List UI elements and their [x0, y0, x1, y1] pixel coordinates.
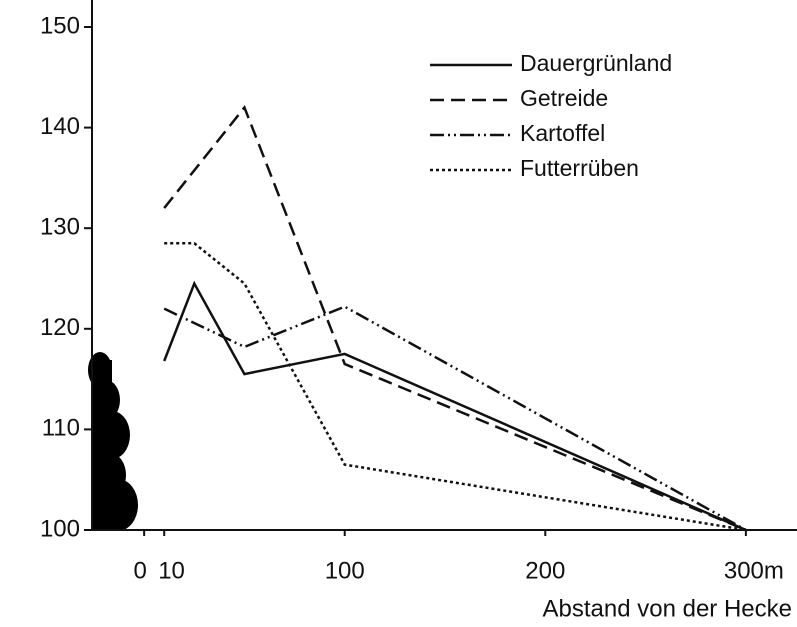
- series-line: [163, 280, 747, 532]
- y-tick-label: 100: [40, 515, 80, 542]
- legend-label: Getreide: [520, 85, 608, 111]
- x-tick-label: 10: [158, 557, 185, 584]
- y-tick-label: 130: [40, 214, 80, 241]
- y-tick-label: 120: [40, 314, 80, 341]
- x-tick-label: 200: [525, 557, 565, 584]
- x-tick-label: 100: [325, 557, 365, 584]
- x-tick-label: 300m: [724, 557, 784, 584]
- series-line: [163, 105, 747, 532]
- legend-label: Futterrüben: [520, 155, 639, 181]
- y-tick-label: 110: [42, 415, 80, 442]
- x-tick-label: 0: [133, 557, 146, 584]
- series-line: [164, 242, 747, 532]
- hedge-icon: [88, 352, 138, 531]
- x-axis-label: Abstand von der Hecke: [543, 595, 792, 622]
- series-line: [163, 305, 747, 532]
- legend-label: Dauergrünland: [520, 50, 672, 76]
- y-tick-label: 150: [40, 12, 80, 39]
- legend-label: Kartoffel: [520, 120, 605, 146]
- y-tick-label: 140: [40, 113, 80, 140]
